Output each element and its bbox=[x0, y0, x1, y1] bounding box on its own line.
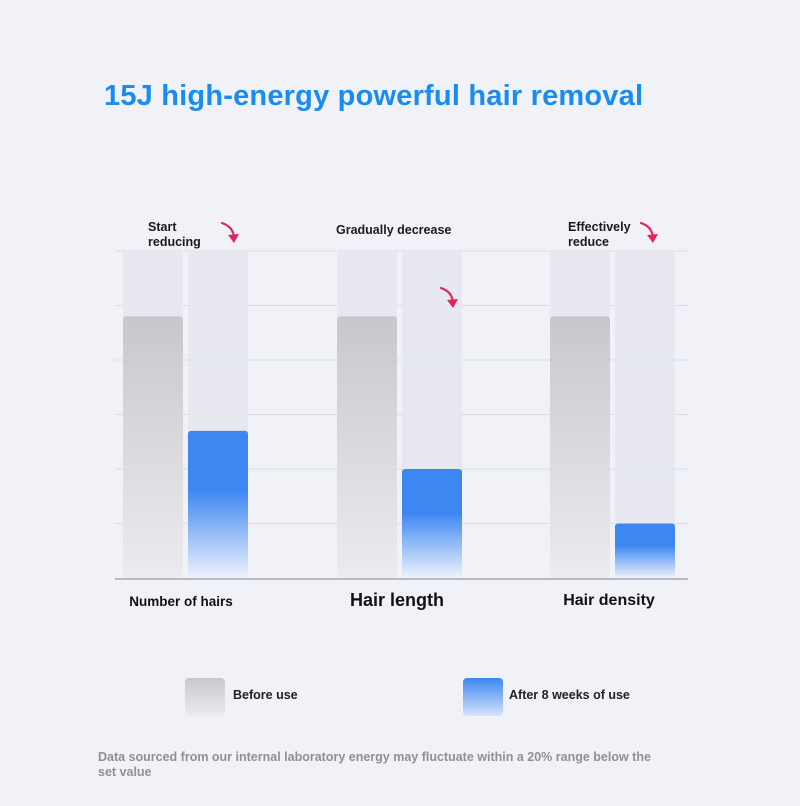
annotation-effectively-reduce: Effectively reduce bbox=[568, 220, 631, 249]
down-arrow-icon bbox=[639, 221, 658, 243]
chart-title: 15J high-energy powerful hair removal bbox=[104, 80, 644, 112]
down-arrow-icon bbox=[439, 286, 458, 308]
down-arrow-icon bbox=[220, 221, 239, 243]
bar-before bbox=[123, 316, 183, 578]
category-label-hair-density: Hair density bbox=[563, 592, 655, 609]
category-label-hair-length: Hair length bbox=[349, 590, 445, 610]
annotation-start-reducing: Start reducing bbox=[148, 220, 201, 249]
annotation-gradually-decrease: Gradually decrease bbox=[336, 223, 452, 237]
bar-after bbox=[615, 523, 675, 578]
bar-after bbox=[188, 430, 248, 578]
bar-before bbox=[550, 316, 610, 578]
legend-label-after: After 8 weeks of use bbox=[509, 688, 630, 702]
category-label-number-of-hairs: Number of hairs bbox=[129, 594, 233, 609]
legend-label-before: Before use bbox=[233, 688, 298, 702]
bar-after bbox=[402, 469, 462, 578]
legend-swatch-after bbox=[463, 678, 503, 716]
bar-track bbox=[615, 251, 675, 578]
legend-swatch-before bbox=[185, 678, 225, 716]
footnote: Data sourced from our internal laborator… bbox=[98, 750, 651, 779]
bar-before bbox=[337, 316, 397, 578]
